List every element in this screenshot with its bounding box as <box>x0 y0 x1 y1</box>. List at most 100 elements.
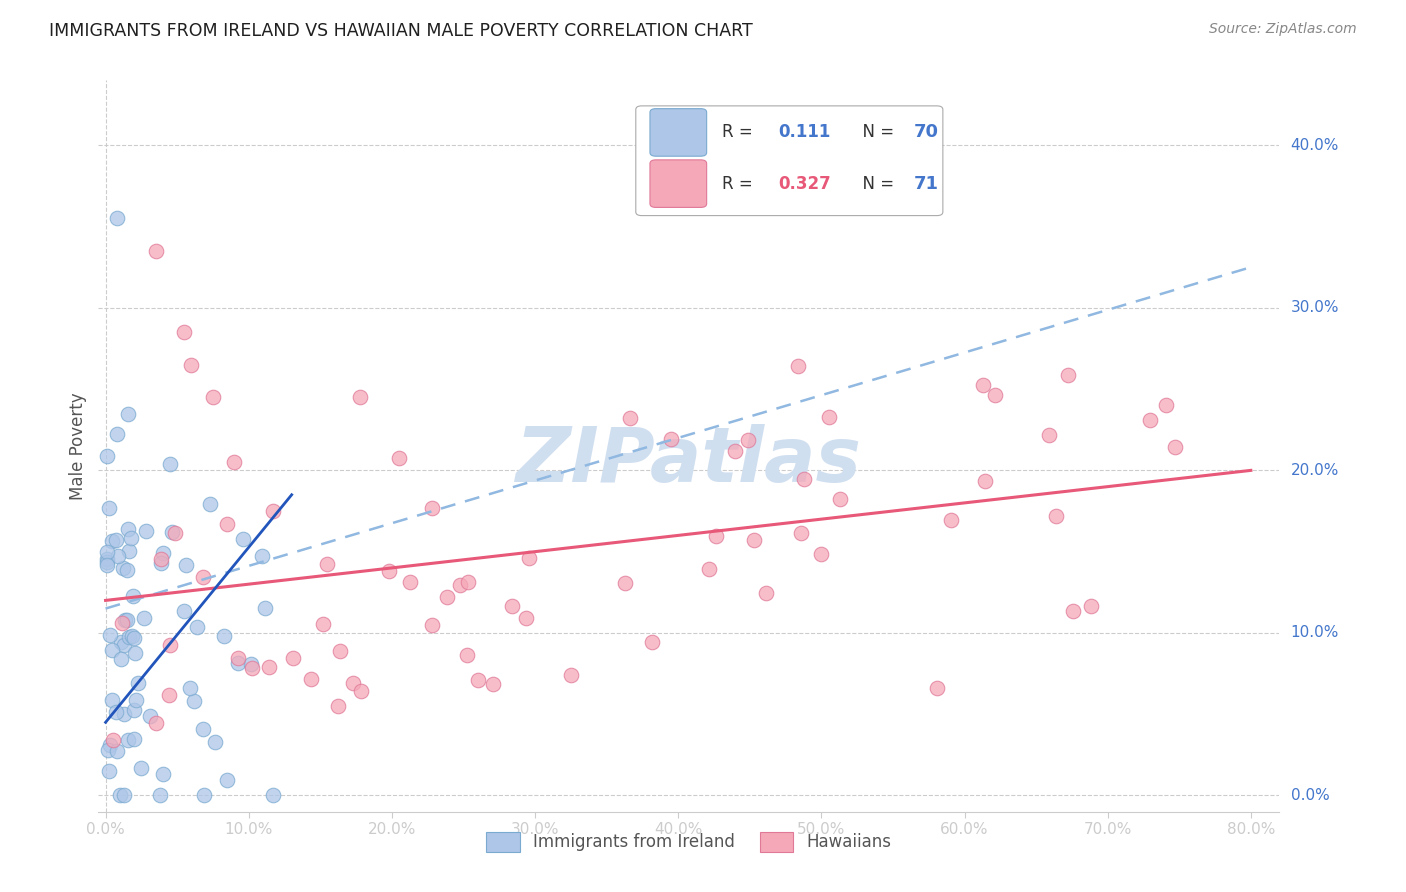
Text: 0.0%: 0.0% <box>1291 788 1329 803</box>
Text: 30.0%: 30.0% <box>1291 301 1339 316</box>
Point <box>114 613 136 627</box>
Point <box>349 390 371 404</box>
Point <box>457 574 479 589</box>
Point <box>145 244 167 258</box>
Text: N =: N = <box>852 123 900 142</box>
Point <box>145 715 167 730</box>
Point <box>160 525 183 540</box>
Point <box>118 544 141 558</box>
Text: 0.327: 0.327 <box>779 175 831 193</box>
Point <box>152 766 174 780</box>
Point <box>350 684 373 698</box>
Point <box>122 631 145 645</box>
Point <box>159 457 181 471</box>
Point <box>193 789 215 803</box>
Point <box>139 708 162 723</box>
Point <box>217 517 239 532</box>
Point <box>96 742 118 756</box>
Point <box>449 577 471 591</box>
Text: 70: 70 <box>914 123 938 142</box>
Point <box>515 611 537 625</box>
Point <box>659 433 682 447</box>
Point <box>1156 399 1178 413</box>
Point <box>100 643 122 657</box>
Point <box>250 549 273 564</box>
Point <box>790 526 813 541</box>
Point <box>173 325 195 339</box>
Point <box>420 501 443 516</box>
Point <box>117 407 139 421</box>
Point <box>152 546 174 560</box>
Point <box>793 472 815 486</box>
Point <box>984 388 1007 402</box>
Point <box>101 534 124 549</box>
Point <box>201 390 224 404</box>
Point <box>96 551 118 566</box>
Point <box>810 547 832 561</box>
Point <box>420 617 443 632</box>
Point <box>1080 599 1102 613</box>
Text: N =: N = <box>852 175 900 193</box>
Point <box>1163 440 1185 454</box>
Point <box>159 638 181 652</box>
Point <box>1057 368 1080 383</box>
Point <box>112 789 135 803</box>
Point <box>122 589 145 603</box>
Point <box>257 659 280 673</box>
Point <box>200 497 222 511</box>
FancyBboxPatch shape <box>650 160 707 208</box>
Point <box>262 504 284 518</box>
Point <box>101 693 124 707</box>
Point <box>115 613 138 627</box>
Point <box>193 723 215 737</box>
Point <box>124 646 146 660</box>
Point <box>619 410 641 425</box>
Point <box>125 693 148 707</box>
Point <box>98 500 121 515</box>
Point <box>112 560 135 574</box>
Point <box>224 455 246 469</box>
Point <box>105 533 128 548</box>
Point <box>312 617 335 632</box>
Point <box>697 562 720 576</box>
Point <box>110 651 132 665</box>
Point <box>104 705 127 719</box>
Point <box>135 524 157 538</box>
Point <box>163 526 186 541</box>
Point <box>974 475 997 489</box>
Point <box>755 586 778 600</box>
Point <box>299 672 322 686</box>
Text: ZIPatlas: ZIPatlas <box>516 424 862 498</box>
Point <box>1062 605 1084 619</box>
Point <box>704 528 727 542</box>
Point <box>96 545 118 559</box>
Point <box>179 681 201 695</box>
Point <box>342 676 364 690</box>
Point <box>281 651 304 665</box>
Point <box>173 604 195 618</box>
Point <box>436 590 458 604</box>
Point <box>105 211 128 226</box>
Point <box>112 706 135 721</box>
Point <box>378 564 401 578</box>
Point <box>101 732 124 747</box>
Point <box>191 570 214 584</box>
Point <box>253 600 276 615</box>
Point <box>107 427 129 442</box>
Point <box>742 533 765 547</box>
Point <box>111 615 134 630</box>
Point <box>240 661 263 675</box>
Point <box>830 491 852 506</box>
Point <box>96 449 118 463</box>
Text: 10.0%: 10.0% <box>1291 625 1339 640</box>
Point <box>226 651 249 665</box>
Point <box>787 359 810 373</box>
Point <box>180 358 202 372</box>
Point <box>226 656 249 670</box>
Point <box>149 551 172 566</box>
Point <box>501 599 523 614</box>
Point <box>174 558 197 572</box>
Point <box>159 688 181 702</box>
Point <box>467 673 489 687</box>
Y-axis label: Male Poverty: Male Poverty <box>69 392 87 500</box>
